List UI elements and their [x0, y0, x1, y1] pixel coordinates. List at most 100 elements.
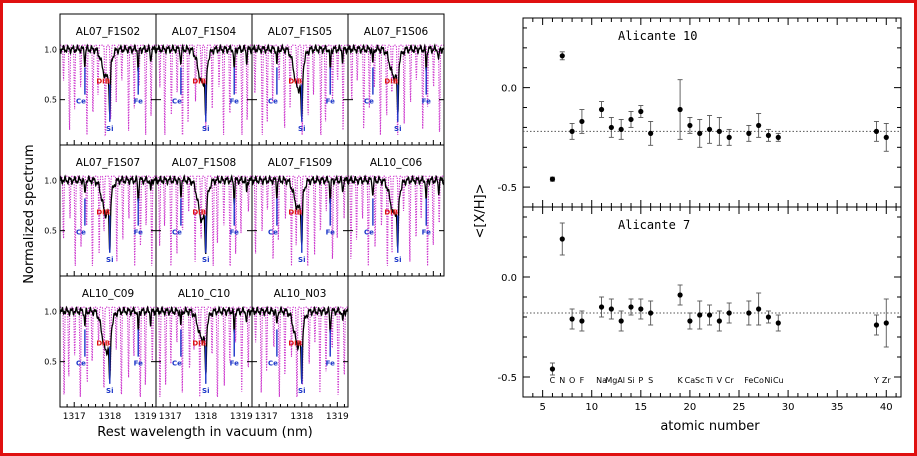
element-label: Cr [725, 376, 735, 385]
panel-frame [347, 144, 445, 277]
xtick-label: 1318 [98, 412, 121, 422]
spectra-grid: Ce Si Fe DIB 1.0 0.5 AL07_F1S02 Ce Si Fe DIB AL07_F… [44, 13, 445, 422]
dib-label: DIB [96, 340, 110, 348]
element-label: Y [873, 376, 879, 385]
dib-label: DIB [192, 209, 206, 217]
data-point [648, 130, 654, 136]
right-ylabel: <[X/H]> [473, 184, 488, 239]
xtick-label: 10 [585, 402, 598, 413]
si-marker-label: Si [106, 125, 113, 133]
data-point [687, 318, 693, 324]
ce-marker-label: Ce [364, 229, 374, 237]
data-point [697, 312, 703, 318]
model-spectrum [348, 44, 444, 135]
panel-title: AL07_F1S06 [364, 26, 429, 38]
element-label: Ni [764, 376, 772, 385]
data-point [549, 176, 556, 182]
xtick-label: 30 [782, 402, 795, 413]
spectrum-panel: Ce Si Fe DIB 1.0 0.5 AL10_C09 [44, 275, 157, 408]
observed-spectrum [155, 43, 253, 117]
data-point [765, 132, 772, 138]
data-point [608, 124, 614, 131]
abundance-plot: 0.0 -0.5 Alicante 10 0.0 -0.5 Alicante 7 C N O F N… [497, 17, 902, 413]
model-spectrum [348, 175, 444, 266]
data-point [873, 128, 880, 134]
dib-label: DIB [384, 78, 398, 86]
ce-marker-label: Ce [172, 360, 182, 368]
si-marker-label: Si [394, 256, 401, 264]
fe-marker-label: Fe [134, 98, 143, 106]
panel-title: AL07_F1S09 [268, 157, 332, 169]
data-point [765, 314, 772, 320]
xtick-label: 40 [880, 402, 893, 413]
data-point [559, 236, 565, 242]
model-spectrum [156, 175, 252, 267]
element-label: Cu [773, 376, 784, 385]
model-spectrum [156, 44, 252, 136]
panel-title: AL07_F1S04 [172, 26, 237, 38]
panel-title: AL10_C09 [82, 288, 134, 300]
observed-spectrum [59, 174, 157, 253]
data-point [775, 320, 781, 326]
si-marker-label: Si [202, 387, 209, 395]
right-xlabel: atomic number [660, 419, 760, 434]
data-point [756, 306, 762, 312]
data-point [716, 318, 722, 324]
spectrum-panel: Ce Si Fe DIB AL07_F1S04 [155, 13, 253, 146]
ytick-label: -0.5 [497, 373, 517, 384]
spectrum-panel: Ce Si Fe DIB AL07_F1S08 [155, 144, 253, 277]
xtick-label: 15 [634, 402, 647, 413]
ce-marker-label: Ce [76, 98, 86, 106]
dib-label: DIB [192, 78, 206, 86]
ce-marker-label: Ce [364, 98, 374, 106]
fe-marker-label: Fe [230, 98, 239, 106]
spectrum-panel: Ce Si Fe DIB AL07_F1S09 [251, 144, 349, 277]
element-label: V [717, 376, 723, 385]
spectrum-panel: Ce Si Fe DIB 1.0 0.5 AL07_F1S07 [44, 144, 157, 277]
si-marker-label: Si [202, 125, 209, 133]
spectrum-panel: Ce Si Fe DIB AL10_C06 [347, 144, 445, 277]
observed-spectrum [251, 174, 349, 246]
observed-spectrum [251, 305, 349, 383]
data-point [638, 306, 644, 312]
data-point [883, 320, 889, 326]
model-spectrum [252, 175, 348, 266]
data-point [677, 292, 683, 298]
ytick-label: 0.0 [501, 84, 517, 95]
cluster-title: Alicante 7 [618, 218, 690, 232]
data-point [559, 53, 565, 59]
dib-label: DIB [288, 209, 302, 217]
panel-title: AL07_F1S05 [268, 26, 332, 38]
element-label: Na [596, 376, 607, 385]
spectrum-panel: Ce Si Fe DIB AL07_F1S06 [347, 13, 445, 146]
observed-spectrum [59, 43, 157, 115]
model-spectrum [60, 44, 156, 137]
element-label: Mg [605, 376, 617, 385]
abundance-panel: 0.0 -0.5 Alicante 10 [497, 17, 902, 208]
ytick-label: 1.0 [44, 45, 57, 54]
data-point [873, 322, 880, 328]
fe-marker-label: Fe [134, 229, 143, 237]
model-spectrum [252, 306, 348, 399]
observed-spectrum [251, 43, 349, 119]
data-point [726, 310, 732, 316]
panel-title: AL10_N03 [274, 288, 327, 300]
element-label: Fe [744, 376, 753, 385]
ytick-label: 0.5 [44, 227, 57, 236]
data-point [598, 304, 605, 310]
fe-marker-label: Fe [134, 360, 143, 368]
data-point [608, 306, 614, 312]
element-label: P [638, 376, 643, 385]
model-spectrum [156, 306, 252, 397]
data-point [716, 128, 722, 134]
data-point [648, 310, 654, 316]
panel-title: AL07_F1S07 [76, 157, 140, 169]
element-label: N [559, 376, 565, 385]
ytick-label: 1.0 [44, 176, 57, 185]
xtick-label: 25 [733, 402, 746, 413]
spectrum-panel: Ce Si Fe DIB 1.0 0.5 AL07_F1S02 [44, 13, 157, 146]
data-point [549, 366, 556, 372]
panel-title: AL10_C10 [178, 288, 230, 300]
fe-marker-label: Fe [422, 98, 431, 106]
